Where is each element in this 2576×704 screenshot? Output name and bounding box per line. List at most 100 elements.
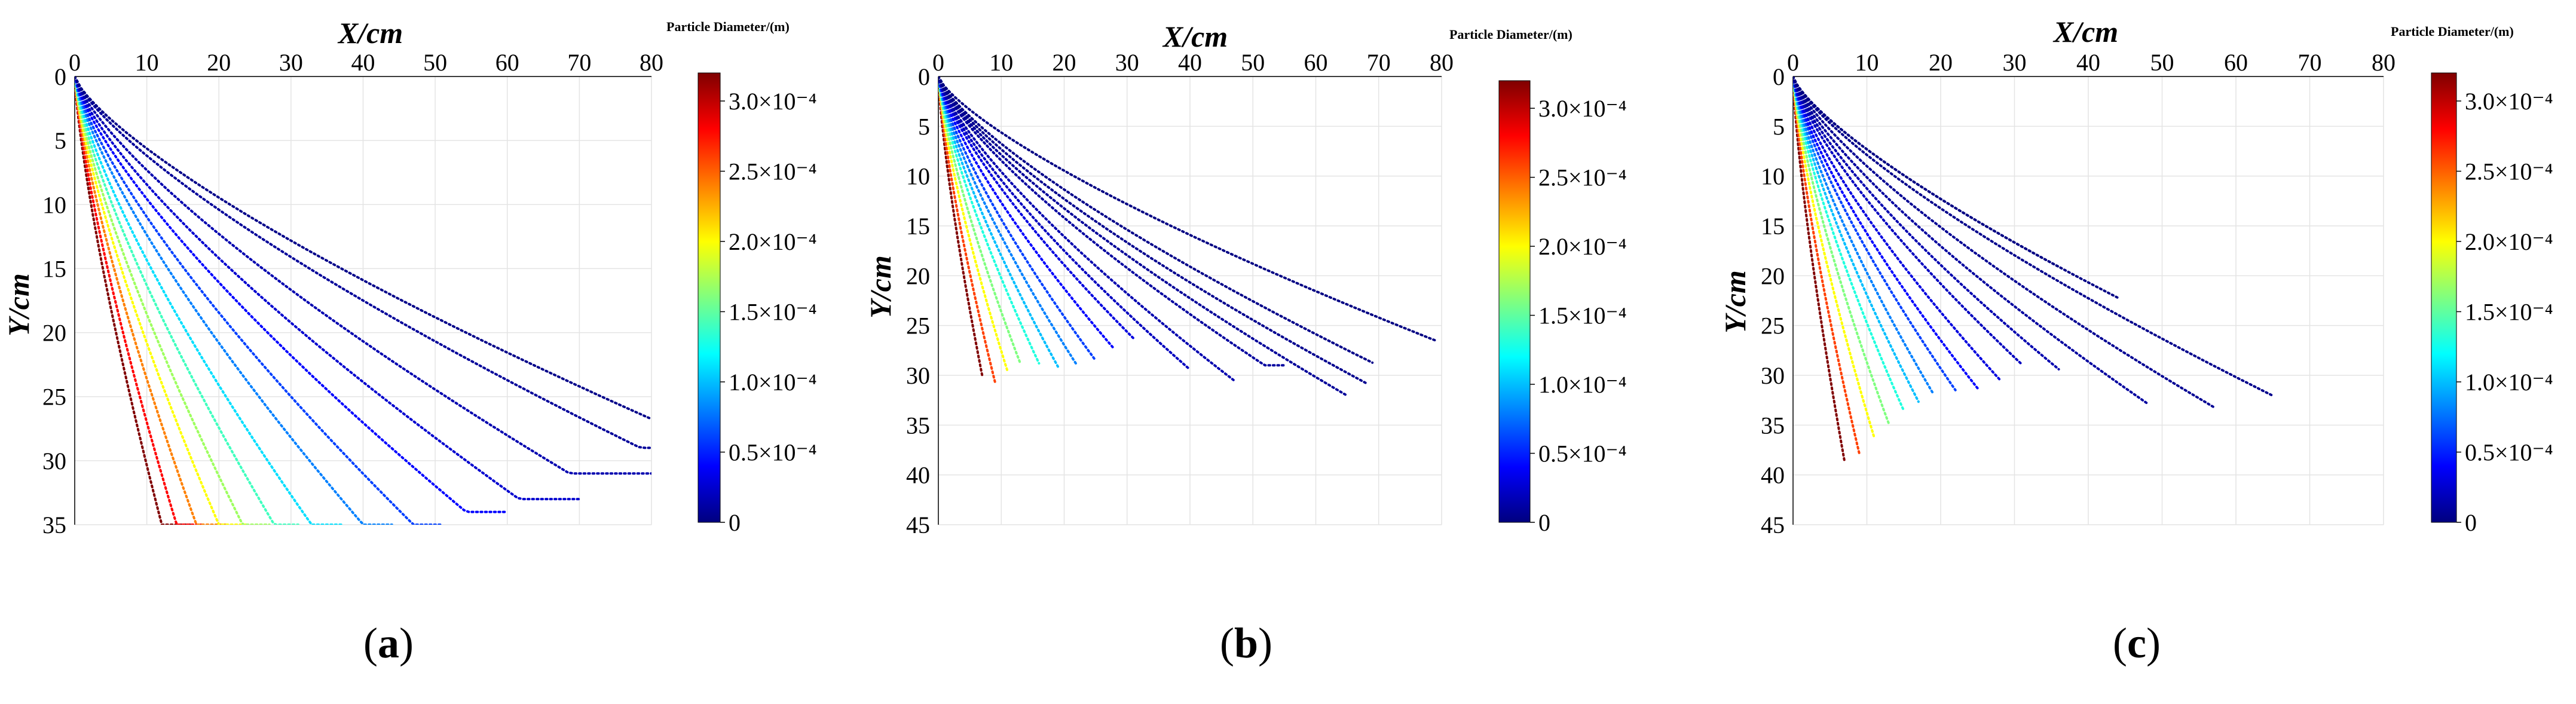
colorbar-tick-label: 2.5×10⁻⁴ [729,158,817,185]
y-tick-label: 35 [42,512,66,538]
x-axis-label: X/cm [337,16,403,50]
trajectory-series [938,76,996,383]
colorbar-tick-label: 3.0×10⁻⁴ [729,88,817,115]
y-tick-label: 45 [906,512,930,538]
y-tick-label: 10 [1761,163,1785,190]
colorbar-tick-label: 0.5×10⁻⁴ [2465,439,2553,466]
x-tick-label: 30 [279,49,303,76]
trajectory-series [1793,76,2001,381]
x-tick-label: 30 [1115,49,1139,76]
chart-panel-c: 0 10 20 30 40 50 60 70 80 0 5 10 15 20 25 30 35 40 45 X/cm Y… [1718,15,2553,667]
y-tick-label: 30 [906,362,930,389]
x-tick-label: 40 [351,49,375,76]
trajectory-series [938,76,1097,362]
trajectory-series [938,76,1374,364]
trajectory-series [1793,76,1979,390]
panel-label: (b) [1220,619,1272,667]
x-tick-label: 40 [1178,49,1202,76]
panel-label: (c) [2113,619,2161,667]
colorbar-tick-label: 2.0×10⁻⁴ [1538,233,1627,260]
x-axis-label: X/cm [2052,15,2118,48]
x-tick-label: 30 [2003,49,2027,76]
colorbar [1498,80,1531,523]
colorbar-tick-label: 0.5×10⁻⁴ [1538,440,1627,467]
trajectory-series [75,76,343,525]
trajectory-series [938,76,1078,366]
y-tick-label: 10 [906,163,930,190]
y-tick-label: 15 [42,255,66,282]
x-tick-label: 20 [1053,49,1076,76]
y-tick-label: 5 [1773,113,1785,140]
colorbar [697,72,721,523]
panels-container: 0 10 20 30 40 50 60 70 8005101520253035X/cmY/cm0… [2,15,2553,667]
colorbar-tick-label: 1.5×10⁻⁴ [729,299,817,326]
trajectory-series [1793,76,1957,391]
trajectories [938,76,1437,397]
trajectories [1793,76,2274,464]
colorbar-tick-label: 2.0×10⁻⁴ [729,228,817,255]
x-tick-label: 80 [1430,49,1454,76]
trajectory-series [75,76,228,525]
y-tick-label: 30 [1761,362,1785,389]
trajectory-series [938,76,1135,339]
x-tick-label: 50 [423,49,447,76]
trajectory-series [75,76,299,525]
colorbar-tick-label: 1.5×10⁻⁴ [1538,302,1627,329]
x-tick-label: 0 [932,49,944,76]
trajectory-series [75,76,444,525]
colorbar-tick-label: 2.0×10⁻⁴ [2465,228,2553,255]
trajectory-series [1793,76,2149,405]
trajectory-series [938,76,1349,397]
x-tick-label: 60 [2224,49,2248,76]
x-tick-label: 0 [69,49,81,76]
colorbar-tick-label: 1.0×10⁻⁴ [729,369,817,396]
trajectory-series [1793,76,1876,439]
x-tick-label: 70 [567,49,591,76]
colorbar-tick-label: 1.0×10⁻⁴ [2465,369,2553,396]
trajectory-series [938,76,1191,371]
y-tick-label: 20 [42,320,66,347]
trajectory-series [1793,76,2060,371]
trajectory-series [938,76,1286,367]
y-tick-label: 35 [1761,412,1785,439]
trajectory-series [1793,76,1846,464]
x-tick-label: 20 [1929,49,1953,76]
trajectory-series [938,76,984,378]
x-tick-label: 80 [2372,49,2396,76]
x-tick-label: 70 [2298,49,2322,76]
y-tick-label: 40 [906,462,930,489]
chart-panel-b: 0 10 20 30 40 50 60 70 80 0 5 10 15 20 25 30 35 40 45 X/cm Y… [864,20,1627,667]
trajectory-series [75,76,249,525]
trajectory-series [75,76,393,525]
trajectory-series [75,76,271,525]
x-tick-label: 10 [135,49,159,76]
trajectory-series [1793,76,1890,426]
y-tick-label: 0 [54,63,66,90]
trajectory-series [938,76,1009,373]
chart-panel-a: 0 10 20 30 40 50 60 70 80 0 5 10 15 20 25 30 35 X/cm Y/cm 0… [2,16,817,667]
trajectory-series [1793,76,1935,395]
colorbar-tick-label: 0 [2465,509,2477,536]
y-tick-label: 35 [906,412,930,439]
x-tick-label: 10 [989,49,1013,76]
colorbar-title: Particle Diameter/(m) [2391,24,2514,39]
trajectory-series [1793,76,2274,397]
colorbar-title: Particle Diameter/(m) [666,19,790,34]
y-tick-label: 15 [906,213,930,240]
x-tick-label: 40 [2076,49,2100,76]
colorbar [2431,72,2457,523]
x-tick-label: 60 [495,49,519,76]
x-axis-label: X/cm [1162,20,1228,53]
y-tick-label: 5 [54,127,66,154]
trajectory-series [75,76,206,525]
trajectory-series [938,76,1235,382]
colorbar-title: Particle Diameter/(m) [1449,27,1572,42]
x-tick-label: 70 [1367,49,1391,76]
colorbar-tick-label: 0 [1538,509,1550,536]
colorbar-tick-label: 3.0×10⁻⁴ [2465,88,2553,115]
trajectory-series [938,76,1059,368]
colorbar-tick-label: 2.5×10⁻⁴ [2465,158,2553,185]
y-tick-label: 5 [918,113,930,140]
trajectory-series [938,76,1437,342]
